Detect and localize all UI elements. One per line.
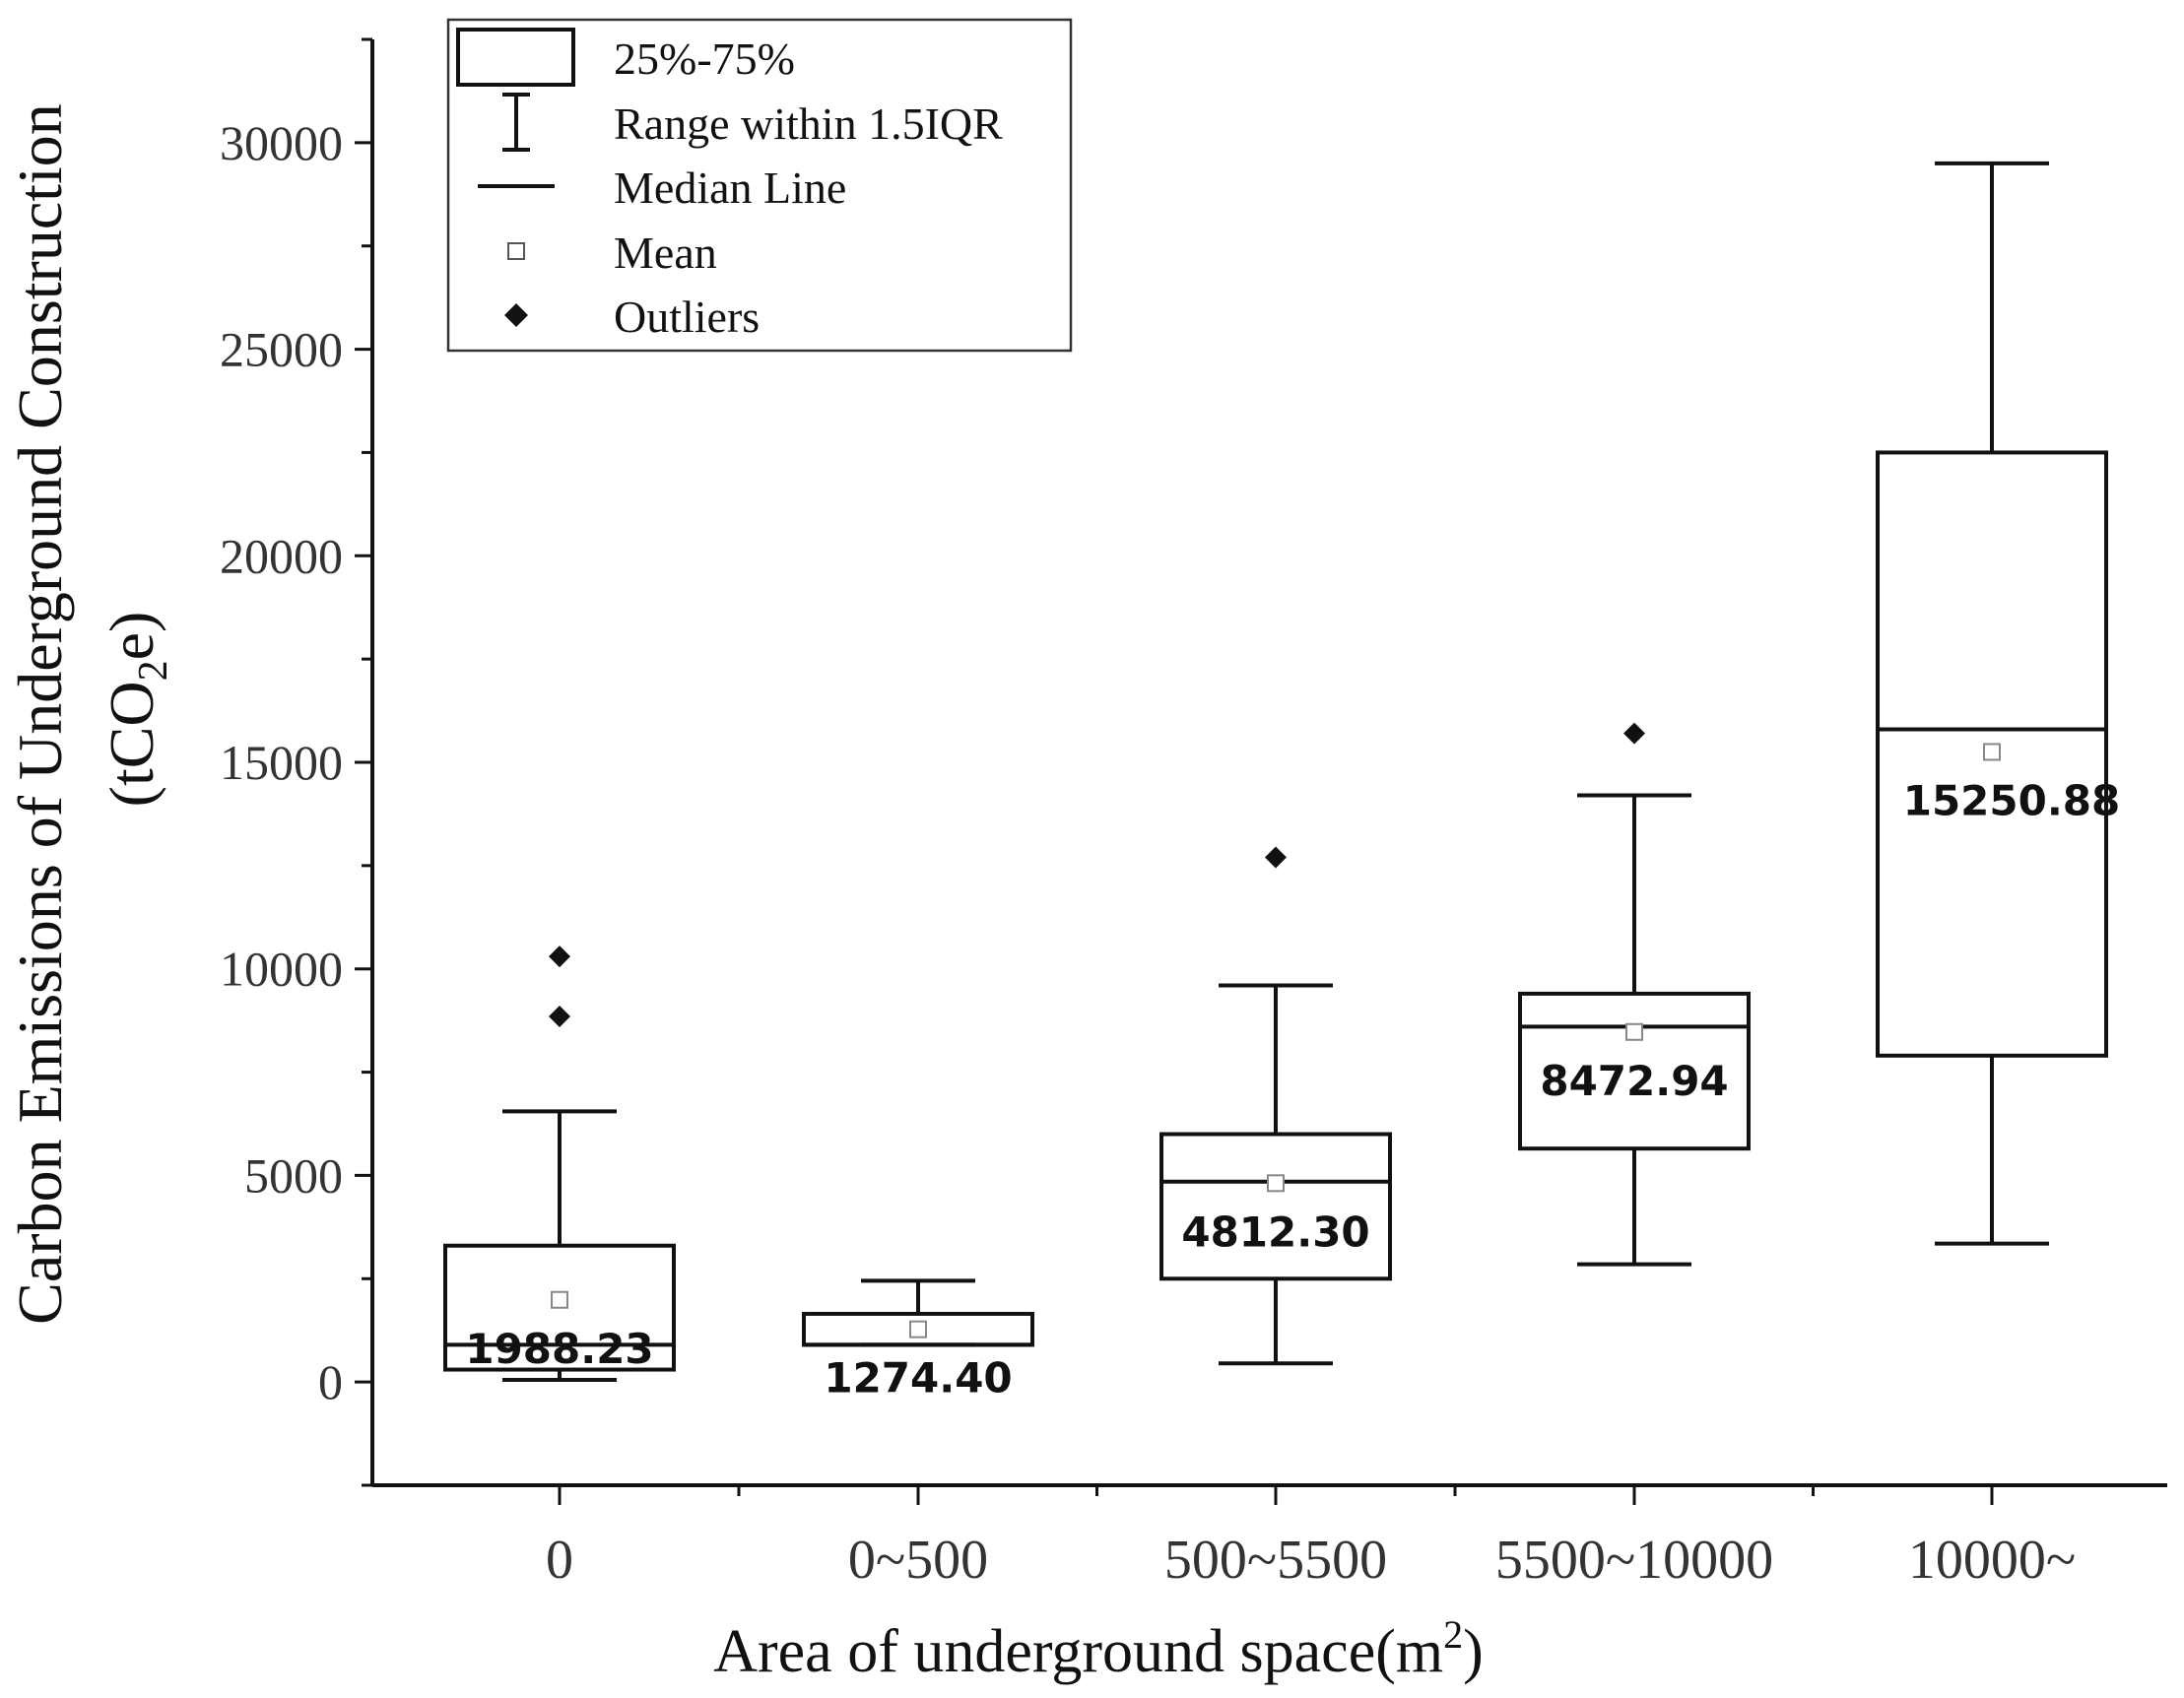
legend-item-mean: Mean: [507, 228, 717, 278]
mean-label: 8472.94: [1540, 1057, 1728, 1105]
outlier-point: [549, 946, 570, 968]
legend-label: 25%-75%: [614, 33, 795, 84]
x-tick-label: 10000~: [1908, 1530, 2076, 1591]
y-tick-label: 25000: [220, 322, 343, 377]
mean-label: 4812.30: [1181, 1208, 1369, 1256]
legend-mean-symbol: [507, 242, 525, 260]
x-tick-label: 500~5500: [1164, 1530, 1387, 1591]
axis-titles: Area of underground space(m2) Carbon Emis…: [5, 103, 1484, 1685]
box-4: 8472.94: [1518, 722, 1751, 1267]
mean-label: 1274.40: [824, 1354, 1012, 1403]
y-tick-label: 10000: [220, 942, 343, 997]
legend-outlier-symbol: [504, 303, 528, 327]
iqr-box: [1159, 1132, 1392, 1281]
y-tick-label: 15000: [220, 735, 343, 790]
outlier-point: [1623, 722, 1645, 745]
mean-marker: [551, 1290, 568, 1309]
box-1: 1988.23: [443, 946, 676, 1383]
y-axis-title-line2: (tCO2e): [97, 612, 176, 808]
legend-label: Range within 1.5IQR: [614, 98, 1003, 149]
legend-label: Median Line: [614, 163, 846, 213]
legend-item-median: Median Line: [478, 163, 846, 213]
y-tick-label: 0: [318, 1354, 343, 1409]
iqr-box: [1518, 991, 1751, 1151]
legend-label: Mean: [614, 228, 717, 278]
mean-marker: [909, 1320, 927, 1339]
mean-marker: [1625, 1022, 1643, 1041]
y-tick-label: 30000: [220, 115, 343, 170]
legend-box-symbol: [456, 28, 575, 87]
x-axis-title: Area of underground space(m2): [713, 1612, 1484, 1685]
y-tick-label: 20000: [220, 528, 343, 583]
x-tick-label: 0~500: [848, 1530, 988, 1591]
mean-label: 15250.88: [1903, 776, 2121, 824]
box-5: 15250.88: [1876, 161, 2121, 1246]
y-tick-label: 5000: [244, 1147, 343, 1203]
box-3: 4812.30: [1159, 846, 1392, 1366]
legend-item-whisker: Range within 1.5IQR: [502, 93, 1003, 152]
outlier-point: [1265, 846, 1287, 869]
x-tick-label: 0: [546, 1530, 573, 1591]
iqr-box: [1876, 450, 2108, 1058]
box-2: 1274.40: [802, 1278, 1034, 1403]
iqr-box: [443, 1243, 676, 1372]
y-axis-title-line1: Carbon Emissions of Underground Construc…: [5, 103, 75, 1325]
x-tick-label: 5500~10000: [1495, 1530, 1773, 1591]
legend: 25%-75% Range within 1.5IQR Median Line Mea…: [446, 18, 1073, 353]
mean-label: 1988.23: [465, 1325, 653, 1373]
mean-marker: [1983, 743, 2001, 761]
mean-marker: [1267, 1174, 1285, 1193]
legend-label: Outliers: [614, 292, 760, 342]
outlier-point: [549, 1005, 570, 1027]
axes: 0 5000 10000 15000 20000 25000 30000 0 0~500 500~…: [220, 37, 2167, 1591]
legend-item-box: 25%-75%: [456, 28, 795, 87]
boxes: 1988.23 1274.40 4812.30 8472.94 15250.88: [443, 161, 2121, 1403]
legend-item-outlier: Outliers: [504, 292, 760, 342]
